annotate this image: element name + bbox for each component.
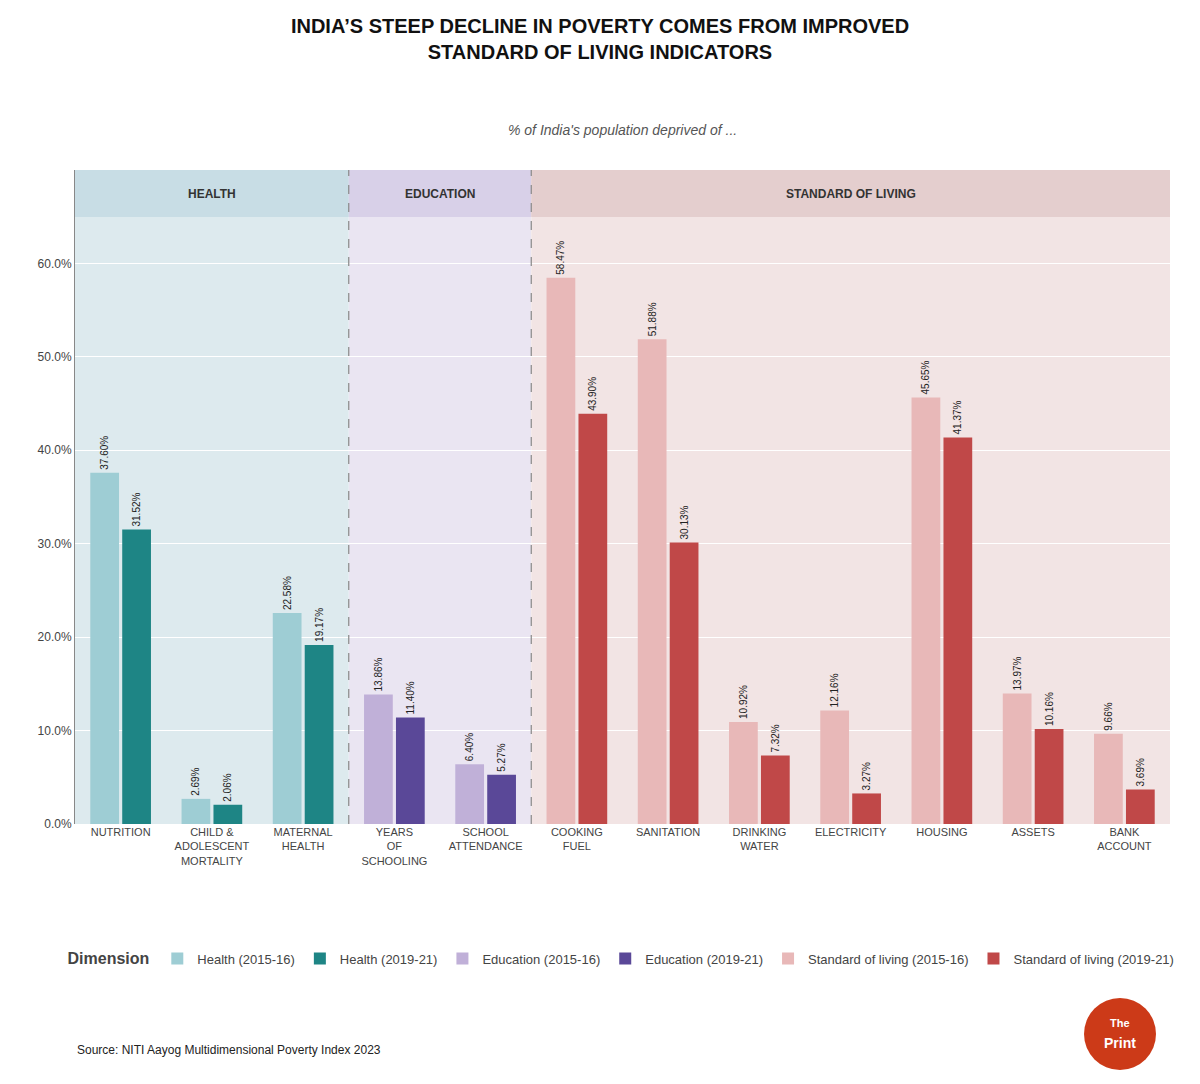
- svg-text:37.60%: 37.60%: [99, 436, 110, 470]
- svg-text:NUTRITION: NUTRITION: [91, 826, 151, 838]
- svg-text:10.92%: 10.92%: [738, 685, 749, 719]
- svg-text:HEALTH: HEALTH: [188, 187, 236, 201]
- svg-text:3.69%: 3.69%: [1135, 758, 1146, 786]
- svg-text:YEARSOFSCHOOLING: YEARSOFSCHOOLING: [361, 826, 427, 867]
- svg-text:20.0%: 20.0%: [38, 630, 72, 644]
- svg-text:Health (2015-16): Health (2015-16): [197, 952, 295, 967]
- svg-text:60.0%: 60.0%: [38, 257, 72, 271]
- svg-text:Standard of living (2019-21): Standard of living (2019-21): [1013, 952, 1173, 967]
- svg-text:58.47%: 58.47%: [555, 241, 566, 275]
- svg-text:Standard of living (2015-16): Standard of living (2015-16): [808, 952, 968, 967]
- svg-text:13.97%: 13.97%: [1012, 656, 1023, 690]
- svg-text:2.06%: 2.06%: [222, 773, 233, 801]
- svg-text:43.90%: 43.90%: [587, 377, 598, 411]
- svg-text:ELECTRICITY: ELECTRICITY: [815, 826, 887, 838]
- svg-text:13.86%: 13.86%: [373, 657, 384, 691]
- svg-text:SCHOOLATTENDANCE: SCHOOLATTENDANCE: [449, 826, 523, 852]
- svg-text:10.0%: 10.0%: [38, 724, 72, 738]
- svg-text:40.0%: 40.0%: [38, 443, 72, 457]
- svg-text:STANDARD OF LIVING: STANDARD OF LIVING: [786, 187, 916, 201]
- svg-text:50.0%: 50.0%: [38, 350, 72, 364]
- svg-text:Education (2015-16): Education (2015-16): [482, 952, 600, 967]
- svg-text:7.32%: 7.32%: [770, 724, 781, 752]
- svg-text:COOKINGFUEL: COOKINGFUEL: [551, 826, 603, 852]
- svg-text:Health (2019-21): Health (2019-21): [340, 952, 438, 967]
- svg-text:19.17%: 19.17%: [314, 608, 325, 642]
- svg-text:INDIA’S STEEP DECLINE IN POVER: INDIA’S STEEP DECLINE IN POVERTY COMES F…: [291, 15, 909, 63]
- svg-text:DRINKINGWATER: DRINKINGWATER: [732, 826, 786, 852]
- svg-text:Dimension: Dimension: [68, 950, 150, 967]
- svg-text:10.16%: 10.16%: [1044, 692, 1055, 726]
- svg-text:5.27%: 5.27%: [496, 743, 507, 771]
- svg-text:22.58%: 22.58%: [282, 576, 293, 610]
- svg-text:MATERNALHEALTH: MATERNALHEALTH: [274, 826, 333, 852]
- svg-text:12.16%: 12.16%: [829, 673, 840, 707]
- svg-text:Source: NITI Aayog Multidimens: Source: NITI Aayog Multidimensional Pove…: [77, 1043, 381, 1057]
- svg-text:Education (2019-21): Education (2019-21): [645, 952, 763, 967]
- svg-text:SANITATION: SANITATION: [636, 826, 700, 838]
- svg-text:CHILD &ADOLESCENTMORTALITY: CHILD &ADOLESCENTMORTALITY: [175, 826, 250, 867]
- svg-text:3.27%: 3.27%: [861, 762, 872, 790]
- svg-text:2.69%: 2.69%: [190, 767, 201, 795]
- svg-text:41.37%: 41.37%: [952, 400, 963, 434]
- svg-text:30.13%: 30.13%: [679, 505, 690, 539]
- svg-text:BANKACCOUNT: BANKACCOUNT: [1097, 826, 1152, 852]
- svg-text:ASSETS: ASSETS: [1011, 826, 1054, 838]
- svg-text:11.40%: 11.40%: [405, 681, 416, 714]
- svg-text:0.0%: 0.0%: [44, 817, 72, 831]
- svg-text:Print: Print: [1104, 1035, 1136, 1051]
- svg-text:The: The: [1110, 1017, 1130, 1029]
- svg-text:HOUSING: HOUSING: [916, 826, 967, 838]
- svg-text:6.40%: 6.40%: [464, 733, 475, 761]
- svg-text:% of India's population depriv: % of India's population deprived of ...: [508, 122, 737, 138]
- svg-text:45.65%: 45.65%: [920, 360, 931, 394]
- svg-text:31.52%: 31.52%: [131, 492, 142, 526]
- svg-text:EDUCATION: EDUCATION: [405, 187, 475, 201]
- svg-text:9.66%: 9.66%: [1103, 702, 1114, 730]
- svg-text:30.0%: 30.0%: [38, 537, 72, 551]
- svg-text:51.88%: 51.88%: [647, 302, 658, 336]
